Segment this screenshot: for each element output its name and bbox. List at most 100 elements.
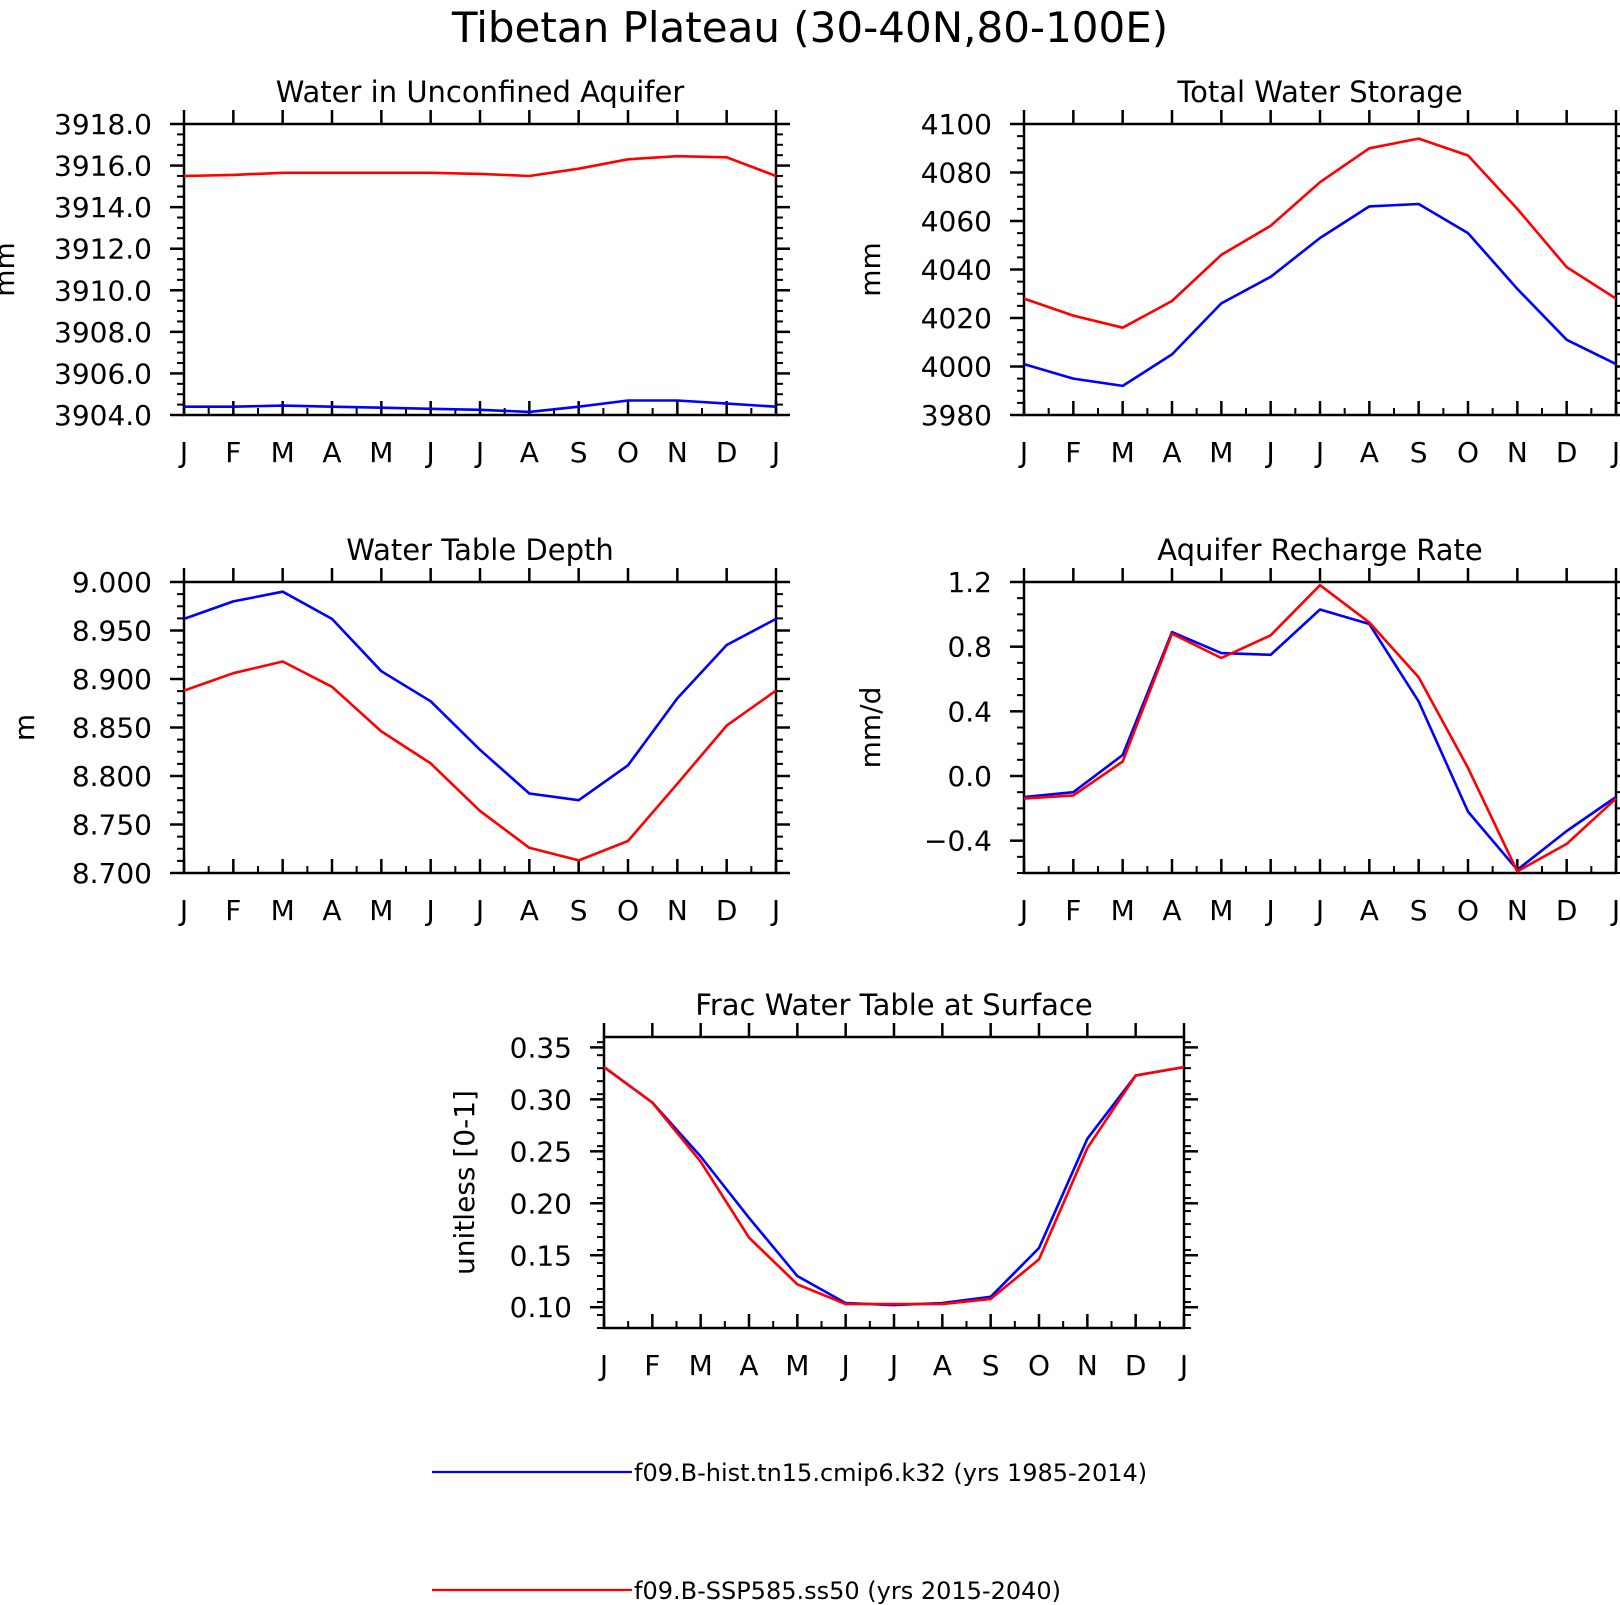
y-tick-label: 0.20	[510, 1187, 572, 1220]
x-tick-label: J	[425, 436, 435, 469]
x-tick-label: N	[1507, 436, 1528, 469]
x-tick-label: A	[1162, 436, 1181, 469]
x-tick-label: M	[271, 436, 295, 469]
y-axis-label: unitless [0-1]	[448, 1090, 481, 1275]
x-tick-label: J	[425, 894, 435, 927]
y-tick-label: 0.0	[947, 760, 992, 793]
y-tick-label: 0.35	[510, 1031, 572, 1064]
x-tick-label: F	[225, 894, 241, 927]
plot-frame	[602, 1035, 1186, 1330]
y-tick-label: 3914.0	[54, 191, 152, 224]
panel-title: Aquifer Recharge Rate	[1157, 533, 1483, 567]
y-axis-label: m	[8, 714, 41, 741]
y-tick-label: 3912.0	[54, 233, 152, 266]
x-tick-label: J	[770, 436, 780, 469]
x-tick-label: A	[933, 1349, 952, 1382]
series-line-hist	[603, 1065, 1185, 1307]
x-tick-label: F	[225, 436, 241, 469]
x-tick-label: J	[474, 894, 484, 927]
y-axis-label: mm	[854, 242, 887, 297]
plot-frame	[1022, 580, 1618, 875]
x-tick-label: J	[770, 894, 780, 927]
x-tick-label: M	[271, 894, 295, 927]
x-tick-label: J	[1314, 894, 1324, 927]
plot-frame	[182, 580, 778, 875]
y-tick-label: 4100	[921, 108, 992, 141]
y-tick-label: 4020	[921, 302, 992, 335]
legend-label: f09.B-hist.tn15.cmip6.k32 (yrs 1985-2014…	[634, 1459, 1147, 1487]
y-tick-label: 8.950	[72, 615, 152, 648]
series-line-hist	[184, 399, 777, 414]
x-tick-label: D	[716, 894, 738, 927]
x-tick-label: J	[178, 894, 188, 927]
panel-title: Total Water Storage	[1176, 75, 1462, 109]
y-tick-label: 4000	[921, 351, 992, 384]
x-tick-label: N	[1077, 1349, 1098, 1382]
y-tick-label: 0.30	[510, 1083, 572, 1116]
legend: f09.B-hist.tn15.cmip6.k32 (yrs 1985-2014…	[432, 1459, 1147, 1605]
panel-title: Frac Water Table at Surface	[695, 988, 1092, 1022]
y-tick-label: 8.850	[72, 712, 152, 745]
x-tick-label: A	[739, 1349, 758, 1382]
x-tick-label: J	[178, 436, 188, 469]
x-tick-label: D	[716, 436, 738, 469]
series-line-ssp585	[1023, 137, 1617, 330]
figure-title: Tibetan Plateau (30-40N,80-100E)	[451, 3, 1168, 52]
y-tick-label: 4080	[921, 157, 992, 190]
x-tick-label: S	[1410, 436, 1428, 469]
x-tick-label: A	[322, 436, 341, 469]
y-tick-label: 4040	[921, 254, 992, 287]
y-tick-label: 9.000	[72, 566, 152, 599]
x-tick-label: A	[1162, 894, 1181, 927]
y-tick-label: 3918.0	[54, 108, 152, 141]
y-tick-label: 3906.0	[54, 357, 152, 390]
x-tick-label: J	[1265, 436, 1275, 469]
series-line-hist	[1023, 608, 1617, 872]
x-tick-label: M	[1209, 436, 1233, 469]
y-tick-label: 3910.0	[54, 274, 152, 307]
x-tick-label: A	[520, 894, 539, 927]
x-tick-label: J	[1610, 894, 1620, 927]
x-tick-label: D	[1556, 436, 1578, 469]
y-tick-label: 3904.0	[54, 399, 152, 432]
y-axis-label: mm/d	[854, 687, 887, 769]
y-tick-label: 8.700	[72, 857, 152, 890]
y-tick-label: 3980	[921, 399, 992, 432]
x-tick-label: O	[1457, 894, 1479, 927]
y-tick-label: 0.4	[947, 695, 992, 728]
series-line-ssp585	[1023, 583, 1617, 873]
x-tick-label: S	[982, 1349, 1000, 1382]
y-tick-label: 8.750	[72, 809, 152, 842]
x-tick-label: J	[1018, 894, 1028, 927]
x-tick-label: F	[1065, 894, 1081, 927]
y-tick-label: 3916.0	[54, 150, 152, 183]
y-tick-label: 8.900	[72, 663, 152, 696]
x-tick-label: J	[1178, 1349, 1188, 1382]
x-tick-label: S	[1410, 894, 1428, 927]
y-tick-label: 3908.0	[54, 316, 152, 349]
y-tick-label: −0.4	[924, 825, 992, 858]
x-tick-label: M	[369, 436, 393, 469]
x-tick-label: O	[1028, 1349, 1050, 1382]
y-tick-label: 0.15	[510, 1239, 572, 1272]
y-tick-label: 0.10	[510, 1291, 572, 1324]
panel-title: Water in Unconfined Aquifer	[276, 75, 685, 109]
x-tick-label: N	[1507, 894, 1528, 927]
x-tick-label: J	[1018, 436, 1028, 469]
y-tick-label: 0.25	[510, 1135, 572, 1168]
x-tick-label: M	[369, 894, 393, 927]
y-tick-label: 8.800	[72, 760, 152, 793]
x-tick-label: D	[1556, 894, 1578, 927]
x-tick-label: D	[1125, 1349, 1147, 1382]
x-tick-label: J	[1265, 894, 1275, 927]
x-tick-label: S	[570, 436, 588, 469]
x-tick-label: M	[785, 1349, 809, 1382]
series-line-ssp585	[603, 1065, 1185, 1306]
